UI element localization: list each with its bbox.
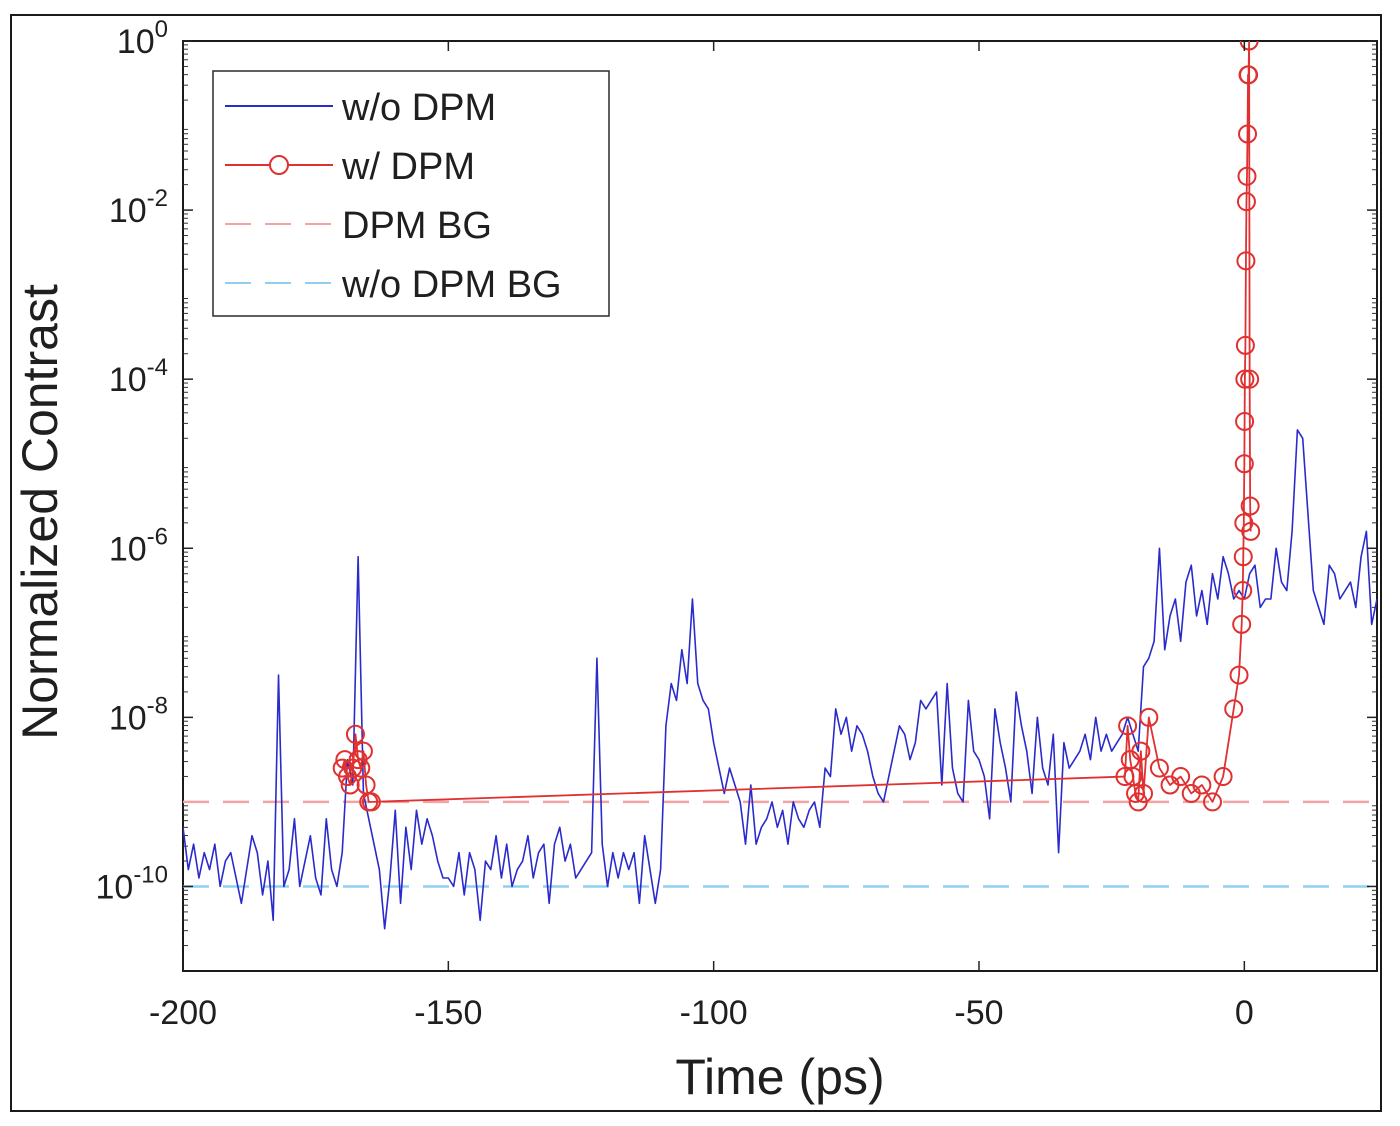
y-tick-label: 10-10	[95, 861, 168, 906]
x-tick-label: 0	[1235, 994, 1254, 1032]
data-point-w-dpm	[1202, 792, 1222, 812]
legend-label-w-o-dpm-bg: w/o DPM BG	[341, 264, 562, 306]
data-point-w-dpm	[1241, 521, 1261, 541]
y-tick-label: 100	[117, 16, 168, 61]
data-point-w-dpm	[345, 724, 365, 744]
data-point-w-dpm	[1126, 783, 1146, 803]
data-point-w-dpm	[1234, 454, 1254, 474]
series-line-w-o-dpm	[183, 429, 1377, 930]
x-axis-ticks: -200 -150 -100 -50 0	[149, 41, 1254, 1032]
data-point-w-dpm	[1239, 41, 1259, 51]
x-axis-title: Time (ps)	[675, 1049, 884, 1105]
data-point-w-dpm	[1233, 547, 1253, 567]
data-point-w-dpm	[1233, 581, 1253, 601]
data-point-w-dpm	[1235, 369, 1255, 389]
y-tick-label: 10-2	[109, 185, 168, 230]
legend-marker-w-dpm	[269, 155, 289, 175]
series-layer	[183, 41, 1377, 930]
data-point-w-dpm	[1236, 251, 1256, 271]
data-point-w-dpm	[1232, 614, 1252, 634]
data-point-w-dpm	[1235, 335, 1255, 355]
minor-ticks	[183, 44, 1377, 947]
data-point-w-dpm	[361, 792, 381, 812]
data-point-w-dpm	[1229, 665, 1249, 685]
data-point-w-dpm	[1134, 783, 1154, 803]
data-point-w-dpm	[1192, 775, 1212, 795]
legend-label-dpm-bg: DPM BG	[342, 205, 492, 247]
y-tick-label: 10-8	[109, 692, 168, 737]
data-point-w-dpm	[1139, 707, 1159, 727]
data-point-w-dpm	[1239, 65, 1259, 85]
series-line-w-dpm	[341, 41, 1252, 803]
data-point-w-dpm	[1224, 699, 1244, 719]
data-point-w-dpm	[1237, 166, 1257, 186]
data-point-w-dpm	[1115, 767, 1135, 787]
y-axis-ticks: 100 10-2 10-4 10-6 10-8 10-10	[95, 16, 1377, 906]
data-point-w-dpm	[1213, 767, 1233, 787]
legend-label-w-dpm: w/ DPM	[341, 146, 475, 188]
y-axis-title: Normalized Contrast	[12, 284, 68, 740]
data-point-w-dpm	[1238, 124, 1258, 144]
y-tick-label: 10-6	[109, 523, 168, 568]
x-tick-label: -50	[954, 994, 1003, 1032]
data-point-w-dpm	[1149, 758, 1169, 778]
data-point-w-dpm	[1171, 767, 1191, 787]
x-tick-label: -200	[149, 994, 217, 1032]
legend-box	[212, 70, 610, 317]
x-tick-label: -150	[414, 994, 482, 1032]
data-point-w-dpm	[1235, 411, 1255, 431]
legend: w/o DPM w/ DPM DPM BG w/o DPM BG	[212, 70, 610, 317]
x-tick-label: -100	[680, 994, 748, 1032]
data-point-w-dpm	[353, 741, 373, 761]
data-point-w-dpm	[1240, 369, 1260, 389]
data-point-w-dpm	[1240, 496, 1260, 516]
y-tick-label: 10-4	[109, 354, 168, 399]
legend-label-w-o-dpm: w/o DPM	[341, 87, 496, 129]
data-point-w-dpm	[1131, 741, 1151, 761]
data-point-w-dpm	[1118, 716, 1138, 736]
data-point-w-dpm	[1236, 192, 1256, 212]
